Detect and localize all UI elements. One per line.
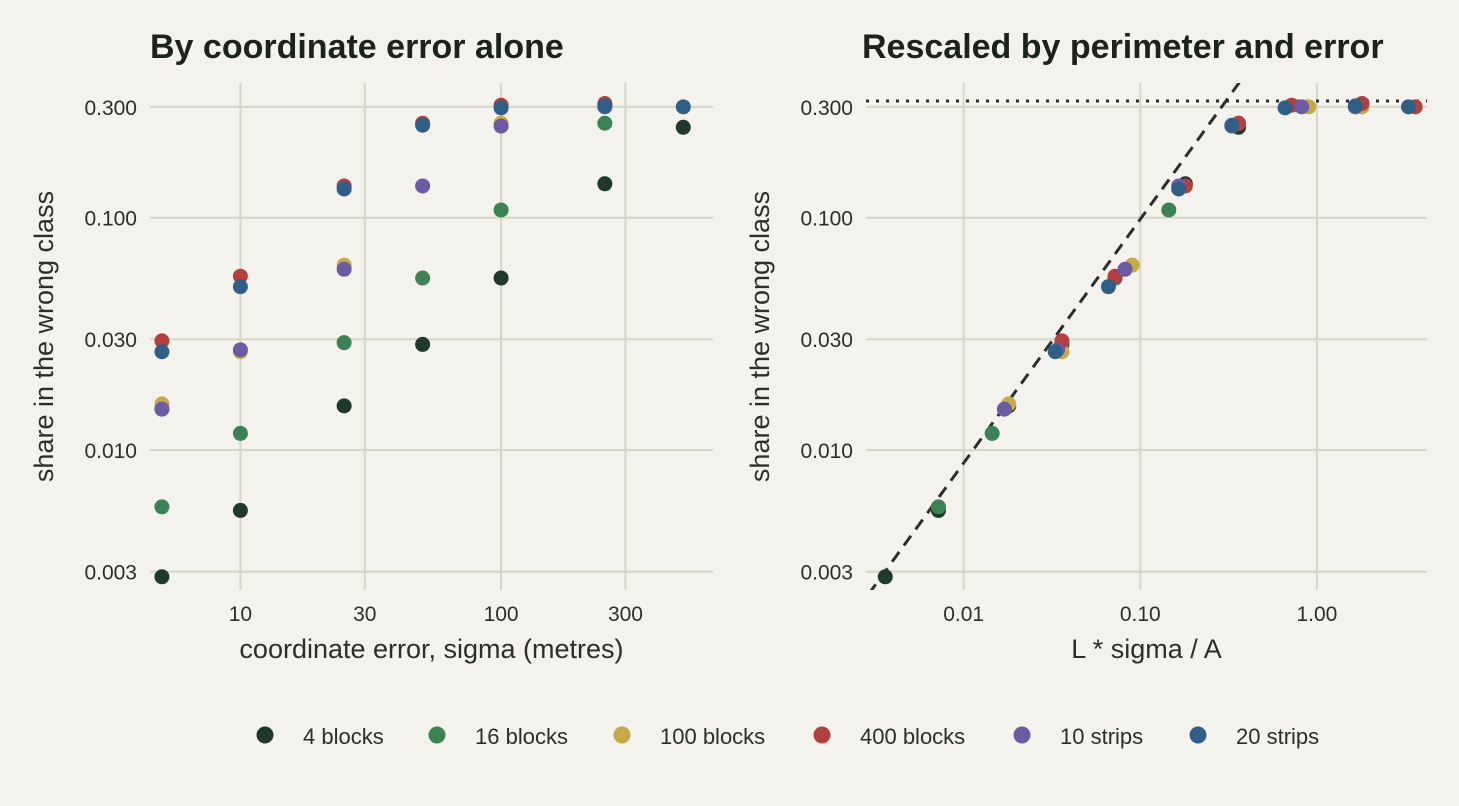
legend-label: 400 blocks [860, 724, 965, 749]
slope-reference-line [869, 83, 1241, 590]
data-point [154, 333, 170, 349]
x-tick-label: 1.00 [1296, 603, 1337, 626]
legend-label: 4 blocks [303, 724, 384, 749]
data-point [1161, 202, 1177, 218]
data-point [336, 261, 352, 277]
y-tick-label: 0.010 [800, 440, 853, 463]
data-point [415, 270, 431, 286]
data-point [232, 425, 248, 441]
legend-key [613, 726, 631, 744]
data-point [493, 270, 509, 286]
data-point [877, 569, 893, 585]
data-point [1294, 99, 1310, 115]
legend-key [256, 726, 274, 744]
y-tick-label: 0.030 [800, 329, 853, 352]
y-tick-label: 0.003 [800, 562, 853, 585]
data-point [1401, 99, 1417, 115]
legend-label: 20 strips [1236, 724, 1319, 749]
series-points [154, 115, 613, 515]
series-points [996, 99, 1363, 417]
data-point [493, 100, 509, 116]
panel-rescaled: Rescaled by perimeter and error 0.003 0.01… [745, 28, 1427, 664]
series-points [154, 96, 613, 349]
data-point [597, 176, 613, 192]
series-points [154, 98, 691, 360]
data-point [1047, 344, 1063, 360]
y-tick-label: 0.010 [84, 440, 137, 463]
data-point [597, 115, 613, 131]
data-point [1347, 98, 1363, 114]
legend-label: 100 blocks [660, 724, 765, 749]
x-tick-label: 300 [608, 603, 643, 626]
x-tick-label: 30 [353, 603, 376, 626]
data-point [1171, 181, 1187, 197]
data-point [336, 335, 352, 351]
x-axis-label: coordinate error, sigma (metres) [239, 634, 623, 664]
data-point [493, 202, 509, 218]
data-point [232, 342, 248, 358]
y-tick-label: 0.300 [84, 97, 137, 120]
y-tick-label: 0.030 [84, 329, 137, 352]
chart-title: By coordinate error alone [150, 28, 564, 66]
series-points [1001, 99, 1370, 412]
data-point [415, 336, 431, 352]
data-point [493, 118, 509, 134]
legend-label: 16 blocks [475, 724, 568, 749]
series-points [154, 99, 613, 417]
legend-key [1189, 726, 1207, 744]
legend-key [1013, 726, 1031, 744]
data-point [336, 398, 352, 414]
series-points [930, 115, 1247, 515]
data-point [930, 499, 946, 515]
y-tick-label: 0.100 [800, 208, 853, 231]
x-tick-label: 0.10 [1120, 603, 1161, 626]
series-points [154, 115, 509, 412]
x-tick-label: 100 [484, 603, 519, 626]
x-axis-label: L * sigma / A [1071, 634, 1222, 664]
x-tick-label: 10 [229, 603, 252, 626]
data-point [996, 401, 1012, 417]
data-point [675, 119, 691, 135]
data-point [984, 425, 1000, 441]
data-point [415, 178, 431, 194]
data-point [336, 181, 352, 197]
data-point [154, 401, 170, 417]
y-tick-label: 0.300 [800, 97, 853, 120]
data-point [154, 344, 170, 360]
data-point [675, 99, 691, 115]
y-tick-label: 0.003 [84, 562, 137, 585]
data-point [232, 279, 248, 295]
series-points [1047, 98, 1417, 360]
series-points [154, 119, 691, 585]
data-point [154, 499, 170, 515]
data-point [1100, 279, 1116, 295]
data-point [415, 117, 431, 133]
data-point [1224, 117, 1240, 133]
y-axis-label: share in the wrong class [29, 191, 59, 482]
data-point [154, 569, 170, 585]
data-point [1277, 100, 1293, 116]
reference-lines [866, 83, 1427, 590]
panel-coordinate-error: By coordinate error alone 0.003 0.010 0.030… [29, 28, 713, 664]
data-point [232, 268, 248, 284]
data-point [1117, 261, 1133, 277]
y-axis-label: share in the wrong class [745, 191, 775, 482]
legend-key [813, 726, 831, 744]
data-point [597, 98, 613, 114]
chart-title: Rescaled by perimeter and error [862, 28, 1384, 66]
data-point [232, 502, 248, 518]
legend-key [428, 726, 446, 744]
y-tick-label: 0.100 [84, 208, 137, 231]
legend-label: 10 strips [1060, 724, 1143, 749]
legend: 4 blocks 16 blocks 100 blocks 400 blocks 10 … [256, 724, 1319, 749]
x-tick-label: 0.01 [943, 603, 984, 626]
